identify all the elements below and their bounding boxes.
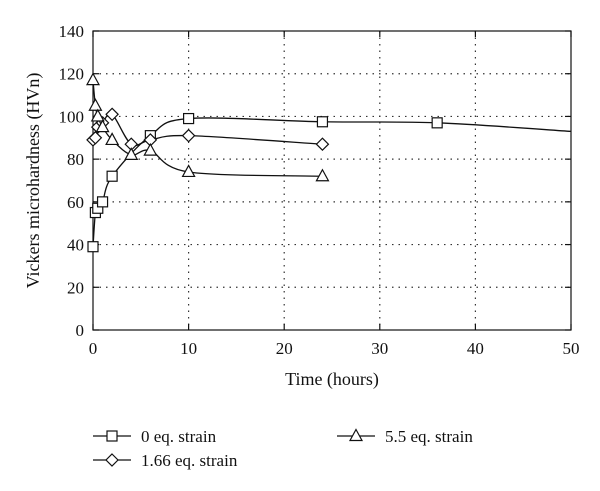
x-tick-label: 20: [276, 339, 293, 358]
legend-marker: [106, 430, 118, 442]
legend-marker: [105, 453, 119, 467]
y-tick-label: 80: [67, 150, 84, 169]
data-point: [431, 117, 443, 129]
y-tick-label: 140: [59, 22, 85, 41]
data-series: [85, 72, 572, 253]
y-axis-label: Vickers microhardness (HVn): [23, 73, 44, 289]
data-point: [143, 142, 158, 156]
data-point: [181, 128, 196, 143]
y-tick-label: 40: [67, 236, 84, 255]
series-diamond: [86, 107, 330, 152]
x-tick-label: 40: [467, 339, 484, 358]
data-point: [87, 241, 99, 253]
y-tick-label: 120: [59, 65, 85, 84]
data-point: [106, 170, 118, 182]
legend-label: 1.66 eq. strain: [141, 451, 238, 470]
legend-marker: [348, 428, 364, 442]
y-tick-label: 20: [67, 278, 84, 297]
x-tick-label: 50: [563, 339, 580, 358]
series-line: [92, 80, 323, 177]
data-point: [88, 130, 103, 145]
y-tick-label: 60: [67, 193, 84, 212]
legend-entry: 1.66 eq. strain: [93, 451, 238, 470]
data-point: [95, 119, 110, 133]
data-point: [90, 108, 105, 122]
data-point: [88, 97, 103, 111]
y-tick-label: 0: [76, 321, 85, 340]
data-point: [124, 147, 139, 160]
x-axis-label: Time (hours): [285, 369, 379, 390]
data-point: [181, 164, 196, 178]
axes: 0 10 20 30 40 50 0 20 40 60 80 100 120 140 Time (hours…: [23, 22, 580, 390]
data-point: [85, 72, 101, 86]
plot-frame: [92, 30, 572, 331]
y-tick-label: 100: [59, 107, 85, 126]
legend-entry: 0 eq. strain: [93, 427, 217, 446]
data-point: [183, 112, 195, 125]
x-tick-label: 10: [180, 339, 197, 358]
series-square: [87, 112, 572, 253]
series-triangle: [85, 72, 330, 182]
grid-lines: [93, 31, 571, 330]
legend: 0 eq. strain 1.66 eq. strain 5.5 eq. strai…: [93, 427, 473, 470]
data-point: [315, 137, 330, 152]
data-point: [105, 132, 120, 146]
data-point: [105, 107, 119, 122]
legend-label: 5.5 eq. strain: [385, 427, 473, 446]
legend-label: 0 eq. strain: [141, 427, 217, 446]
legend-entry: 5.5 eq. strain: [337, 427, 473, 446]
data-point: [315, 168, 330, 182]
data-point: [96, 196, 109, 208]
x-tick-label: 30: [371, 339, 388, 358]
data-point: [316, 116, 329, 128]
x-tick-label: 0: [89, 339, 98, 358]
